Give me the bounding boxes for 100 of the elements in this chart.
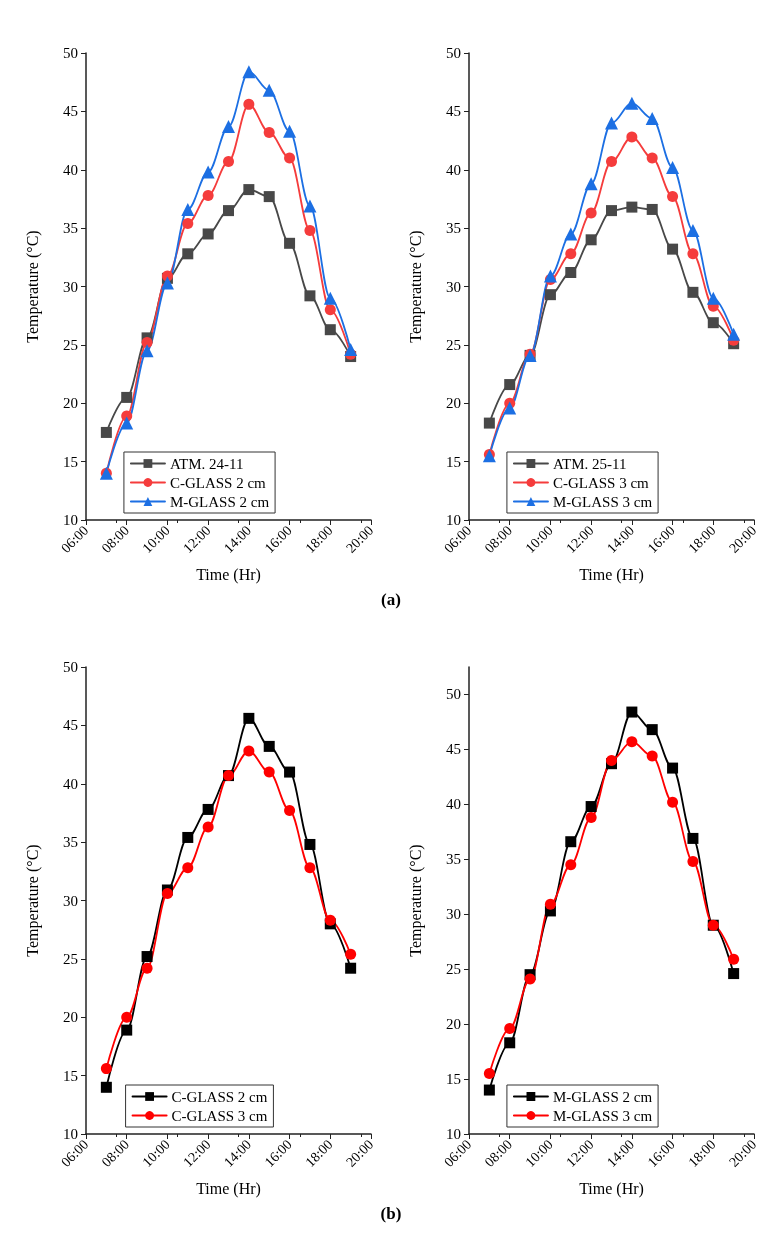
- point: [565, 266, 577, 278]
- y-tick-label: 25: [63, 336, 78, 353]
- point: [585, 801, 597, 813]
- point: [646, 152, 658, 164]
- point: [565, 859, 577, 871]
- text: (a): [380, 590, 402, 610]
- point: [667, 243, 679, 255]
- y-tick-label: 35: [446, 220, 461, 237]
- point: [345, 948, 357, 960]
- point: [565, 836, 577, 848]
- y-axis-title: Temperature (°C): [406, 844, 425, 957]
- point: [483, 1084, 495, 1096]
- legend-label: C-GLASS 2 cm: [169, 474, 267, 491]
- point: [121, 391, 133, 403]
- y-tick-label: 20: [63, 395, 78, 412]
- point: [564, 227, 578, 241]
- y-axis-title: Temperature (°C): [23, 844, 42, 957]
- point: [182, 862, 194, 874]
- point: [284, 237, 296, 249]
- point: [324, 914, 336, 926]
- point: [483, 1068, 495, 1080]
- point: [524, 973, 536, 985]
- point: [667, 762, 679, 774]
- y-tick-label: 40: [63, 775, 78, 792]
- point: [687, 286, 699, 298]
- point: [120, 416, 134, 430]
- point: [543, 269, 557, 283]
- point: [646, 750, 658, 762]
- point: [483, 417, 495, 429]
- point: [646, 724, 658, 736]
- point: [284, 152, 296, 164]
- y-tick-label: 20: [446, 1016, 461, 1033]
- point: [100, 1063, 112, 1075]
- y-tick-label: 50: [63, 659, 78, 675]
- y-tick-label: 40: [446, 161, 461, 178]
- point: [202, 821, 214, 833]
- point: [585, 812, 597, 824]
- point: [141, 337, 153, 349]
- point: [100, 426, 112, 438]
- legend-label: ATM. 25-11: [552, 455, 627, 472]
- point: [304, 838, 316, 850]
- y-tick-label: 45: [63, 717, 78, 734]
- legend-label: C-GLASS 2 cm: [171, 1088, 268, 1105]
- point: [646, 203, 658, 215]
- point: [181, 202, 195, 216]
- y-tick-label: 15: [63, 453, 78, 470]
- point: [503, 401, 517, 415]
- point: [141, 951, 153, 963]
- y-tick-label: 50: [446, 686, 461, 703]
- point: [202, 189, 214, 201]
- y-tick-label: 10: [446, 512, 461, 528]
- y-tick-label: 15: [63, 1067, 78, 1084]
- point: [565, 248, 577, 260]
- point: [626, 706, 638, 718]
- x-axis-title: Time (Hr): [579, 565, 644, 584]
- point: [263, 191, 275, 203]
- y-tick-label: 10: [63, 1126, 78, 1142]
- point: [707, 317, 719, 329]
- y-tick-label: 30: [446, 906, 461, 923]
- point: [201, 165, 215, 179]
- point: [626, 131, 638, 143]
- point: [304, 290, 316, 302]
- point: [304, 224, 316, 236]
- point: [706, 291, 720, 305]
- point: [728, 968, 740, 980]
- point: [626, 736, 638, 748]
- point: [323, 291, 337, 305]
- point: [666, 160, 680, 174]
- point: [243, 98, 255, 110]
- y-tick-label: 15: [446, 453, 461, 470]
- point: [263, 126, 275, 138]
- legend-label: M-GLASS 2 cm: [552, 1088, 653, 1105]
- point: [687, 855, 699, 867]
- point: [324, 304, 336, 316]
- point: [263, 740, 275, 752]
- y-tick-label: 40: [63, 161, 78, 178]
- legend-label: M-GLASS 3 cm: [552, 493, 653, 510]
- point: [606, 205, 617, 217]
- point: [504, 379, 516, 391]
- point: [606, 754, 617, 766]
- point: [304, 862, 316, 874]
- legend-label: M-GLASS 2 cm: [169, 493, 270, 510]
- point: [243, 712, 255, 724]
- y-tick-label: 35: [63, 834, 78, 851]
- point: [182, 248, 194, 260]
- point: [303, 199, 317, 213]
- x-axis-title: Time (Hr): [196, 565, 261, 584]
- y-tick-label: 50: [63, 45, 78, 61]
- legend-label: ATM. 24-11: [169, 455, 244, 472]
- y-tick-label: 45: [63, 103, 78, 120]
- point: [140, 344, 154, 358]
- y-tick-label: 15: [446, 1071, 461, 1088]
- y-tick-label: 50: [446, 45, 461, 61]
- point: [606, 156, 617, 168]
- point: [182, 217, 194, 229]
- y-tick-label: 40: [446, 796, 461, 813]
- y-tick-label: 25: [446, 961, 461, 978]
- point: [626, 201, 638, 213]
- legend-label: M-GLASS 3 cm: [552, 1107, 653, 1124]
- y-tick-label: 25: [446, 336, 461, 353]
